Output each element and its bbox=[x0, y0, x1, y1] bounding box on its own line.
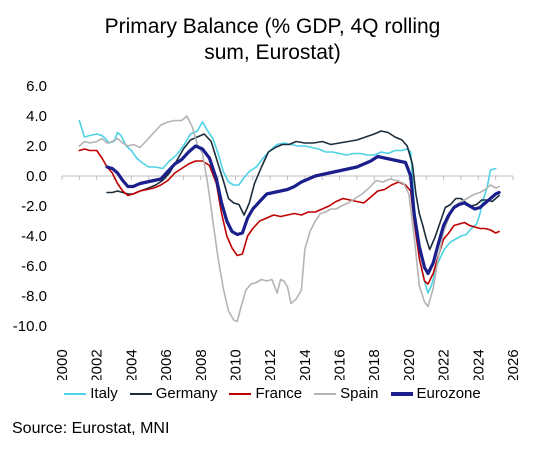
legend-item-spain: Spain bbox=[314, 385, 379, 402]
legend-swatch-italy bbox=[64, 392, 87, 395]
legend: Italy Germany France Spain Eurozone bbox=[0, 385, 545, 402]
y-tick-label: 4.0 bbox=[26, 108, 47, 125]
y-tick-label: 0.0 bbox=[26, 168, 47, 185]
legend-swatch-germany bbox=[129, 392, 152, 395]
chart-title: Primary Balance (% GDP, 4Q rolling sum, … bbox=[0, 14, 545, 66]
line-chart: 6.04.02.00.0-2.0-4.0-6.0-8.0-10.0 2000 20… bbox=[13, 78, 522, 380]
y-tick-label: -2.0 bbox=[21, 198, 47, 215]
legend-item-germany: Germany bbox=[129, 385, 218, 402]
x-tick-label: 2012 bbox=[262, 349, 279, 380]
legend-swatch-france bbox=[229, 392, 252, 395]
x-tick-label: 2004 bbox=[123, 349, 140, 380]
x-tick-label: 2008 bbox=[193, 349, 210, 380]
legend-label-eurozone: Eurozone bbox=[416, 385, 481, 402]
y-tick-label: -6.0 bbox=[21, 258, 47, 275]
y-tick-label: 6.0 bbox=[26, 78, 47, 95]
x-tick-label: 2016 bbox=[332, 349, 349, 380]
chart-title-line-1: Primary Balance (% GDP, 4Q rolling bbox=[104, 15, 441, 38]
series-line-spain bbox=[78, 115, 500, 323]
x-tick-label: 2006 bbox=[158, 349, 175, 380]
x-tick-label: 2010 bbox=[227, 349, 244, 380]
legend-label-italy: Italy bbox=[90, 385, 118, 402]
source-note: Source: Eurostat, MNI bbox=[12, 420, 170, 437]
y-tick-label: -10.0 bbox=[13, 318, 47, 335]
y-tick-label: -4.0 bbox=[21, 228, 47, 245]
legend-item-italy: Italy bbox=[64, 385, 118, 402]
x-tick-label: 2002 bbox=[89, 349, 106, 380]
legend-label-spain: Spain bbox=[340, 385, 379, 402]
legend-label-france: France bbox=[255, 385, 303, 402]
x-tick-label: 2014 bbox=[297, 349, 314, 380]
x-axis-tick-labels: 2000 2002 2004 2006 2008 2010 2012 2014 2016 2018… bbox=[54, 349, 522, 380]
legend-label-germany: Germany bbox=[155, 385, 218, 402]
legend-swatch-spain bbox=[314, 392, 337, 395]
y-tick-label: 2.0 bbox=[26, 138, 47, 155]
legend-swatch-eurozone bbox=[390, 391, 413, 396]
series-line-eurozone bbox=[105, 144, 501, 276]
x-tick-label: 2024 bbox=[470, 349, 487, 380]
y-axis-tick-labels: 6.0 4.0 2.0 0.0 -2.0 -4.0 -6.0 -8.0 -10.0 bbox=[13, 78, 47, 335]
chart-title-line-2: sum, Eurostat) bbox=[204, 41, 341, 64]
x-tick-label: 2026 bbox=[505, 349, 522, 380]
x-tick-label: 2022 bbox=[436, 349, 453, 380]
legend-item-eurozone: Eurozone bbox=[390, 385, 481, 402]
series-lines bbox=[78, 115, 501, 323]
x-tick-label: 2020 bbox=[401, 349, 418, 380]
x-tick-label: 2000 bbox=[54, 349, 71, 380]
y-tick-label: -8.0 bbox=[21, 288, 47, 305]
legend-item-france: France bbox=[229, 385, 302, 402]
zero-axis bbox=[61, 175, 514, 180]
x-tick-label: 2018 bbox=[366, 349, 383, 380]
series-line-france bbox=[78, 148, 500, 285]
